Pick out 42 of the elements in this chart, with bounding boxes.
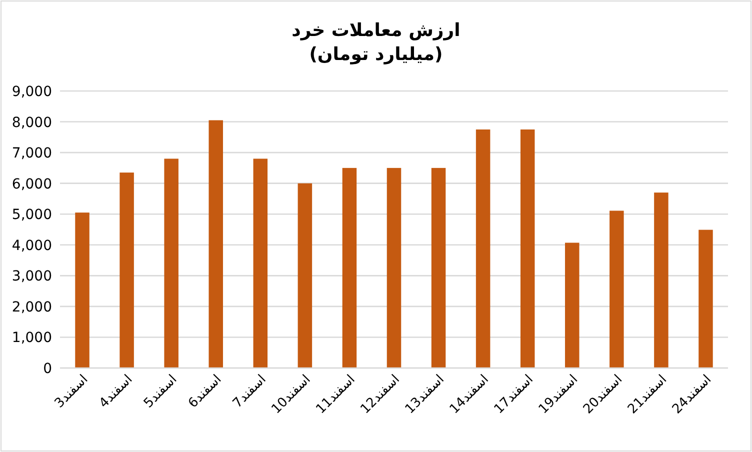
bar xyxy=(386,168,402,368)
x-tick-label: 3اسفند xyxy=(52,372,92,412)
x-tick-label: 10اسفند xyxy=(268,372,314,418)
x-tick-label: 24اسفند xyxy=(670,372,715,418)
x-tick-label: 21اسفند xyxy=(625,372,670,418)
bar xyxy=(698,230,713,368)
x-tick-label: 12اسفند xyxy=(358,372,403,418)
x-tick-label: 6اسفند xyxy=(186,372,225,412)
x-tick-label: 13اسفند xyxy=(402,372,448,418)
chart-title: ارزش معاملات خرد xyxy=(292,20,460,41)
bar xyxy=(298,183,312,368)
bar xyxy=(75,212,90,368)
bar xyxy=(253,158,268,368)
bar xyxy=(565,242,580,368)
x-tick-label: 4اسفند xyxy=(96,372,136,412)
y-tick-label: 7,000 xyxy=(12,146,52,162)
y-tick-label: 5,000 xyxy=(12,207,52,224)
bar xyxy=(431,168,446,368)
x-tick-label: 20اسفند xyxy=(580,372,626,418)
bar xyxy=(654,192,668,368)
bar xyxy=(476,129,490,368)
y-tick-label: 6,000 xyxy=(12,176,52,192)
chart-subtitle: (میلیارد تومان) xyxy=(309,44,443,65)
bar xyxy=(120,172,134,368)
bar xyxy=(520,129,535,368)
bar xyxy=(342,168,357,368)
x-tick-label: 11اسفند xyxy=(313,372,358,418)
y-tick-label: 8,000 xyxy=(12,114,52,131)
y-tick-label: 0 xyxy=(43,361,52,377)
bar xyxy=(208,120,223,368)
x-tick-label: 7اسفند xyxy=(230,372,270,412)
x-tick-label: 14اسفند xyxy=(447,372,492,418)
y-tick-label: 1,000 xyxy=(12,330,52,346)
y-tick-label: 3,000 xyxy=(12,268,52,285)
y-tick-label: 9,000 xyxy=(12,84,52,100)
y-tick-label: 4,000 xyxy=(12,238,52,254)
bar xyxy=(164,158,178,368)
bar xyxy=(610,210,624,368)
x-tick-label: 19اسفند xyxy=(536,372,581,418)
x-tick-label: 17اسفند xyxy=(492,372,536,418)
y-tick-label: 2,000 xyxy=(12,299,52,316)
x-tick-label: 5اسفند xyxy=(141,372,180,412)
